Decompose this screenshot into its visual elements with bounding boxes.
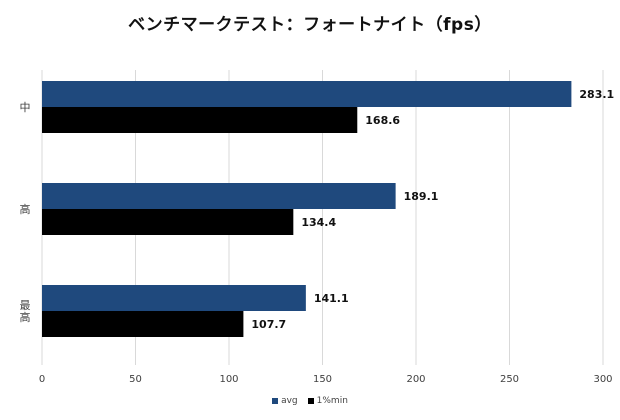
chart-title: ベンチマークテスト：フォートナイト（fps） bbox=[128, 15, 492, 35]
bar bbox=[42, 209, 294, 235]
legend-item-1pct-min: 1%min bbox=[307, 396, 348, 406]
legend: avg 1%min bbox=[0, 396, 620, 406]
label-layer: 283.1 168.6 189.1 134.4 141.1 107.7 bbox=[251, 88, 614, 331]
x-tick-label: 100 bbox=[219, 374, 238, 385]
bar bbox=[42, 107, 358, 133]
x-tick-label: 250 bbox=[500, 374, 519, 385]
x-tick-label: 50 bbox=[129, 374, 142, 385]
legend-label-1pct-min: 1%min bbox=[316, 396, 348, 406]
bar bbox=[42, 183, 396, 209]
category-label-char: 最 bbox=[20, 299, 31, 312]
data-label: 107.7 bbox=[251, 318, 286, 331]
legend-swatch-avg bbox=[272, 398, 279, 404]
legend-item-avg: avg bbox=[272, 396, 298, 406]
data-label: 141.1 bbox=[314, 292, 349, 305]
category-label: 最高 bbox=[20, 299, 31, 324]
data-label: 168.6 bbox=[365, 114, 400, 127]
legend-label-avg: avg bbox=[281, 396, 298, 406]
category-label-char: 高 bbox=[20, 202, 31, 216]
category-label: 高 bbox=[20, 202, 31, 216]
x-tick-label: 150 bbox=[313, 374, 332, 385]
bar bbox=[42, 81, 572, 107]
bar bbox=[42, 285, 306, 311]
data-label: 189.1 bbox=[404, 190, 439, 203]
legend-swatch-1pct-min bbox=[307, 398, 314, 404]
x-tick-label: 200 bbox=[406, 374, 425, 385]
category-label-char: 高 bbox=[20, 310, 31, 324]
x-tick-label: 0 bbox=[39, 374, 45, 385]
data-label: 134.4 bbox=[301, 216, 336, 229]
data-label: 283.1 bbox=[579, 88, 614, 101]
x-tick-label: 300 bbox=[593, 374, 612, 385]
category-label-char: 中 bbox=[20, 101, 31, 114]
category-label: 中 bbox=[20, 101, 31, 114]
bar-layer bbox=[42, 81, 572, 337]
bar bbox=[42, 311, 244, 337]
